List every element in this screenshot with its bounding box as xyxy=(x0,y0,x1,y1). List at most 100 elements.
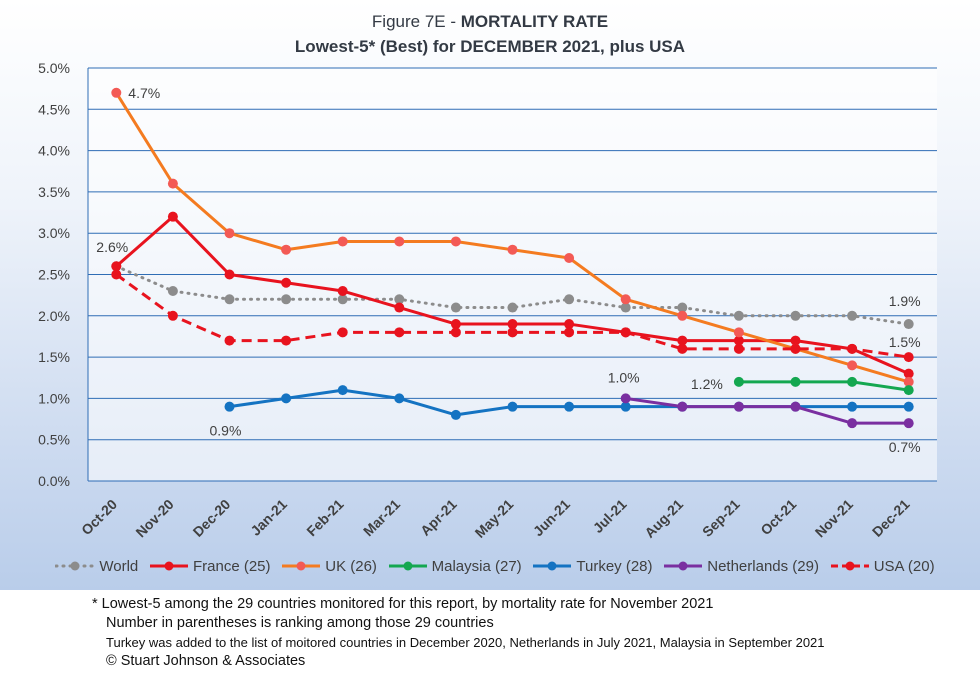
data-point-malaysia-27 xyxy=(790,376,801,387)
y-tick-label: 2.5% xyxy=(38,267,70,283)
chart-title-prefix: Figure 7E - xyxy=(371,12,461,31)
data-point-turkey-28 xyxy=(620,401,631,412)
data-point-turkey-28 xyxy=(224,401,235,412)
data-point-world xyxy=(564,294,575,305)
data-point-france-25 xyxy=(337,286,348,297)
data-point-world xyxy=(224,294,235,305)
data-point-world xyxy=(394,294,405,305)
y-tick-label: 3.0% xyxy=(38,225,70,241)
data-point-usa-20 xyxy=(903,352,914,363)
legend-item-netherlands-29: Netherlands (29) xyxy=(663,558,819,575)
data-point-world xyxy=(733,310,744,321)
data-point-uk-26 xyxy=(337,236,348,247)
y-tick-label: 1.0% xyxy=(38,390,70,406)
data-point-world xyxy=(790,310,801,321)
x-tick-label: Nov-21 xyxy=(812,496,856,540)
legend-swatch xyxy=(388,561,427,571)
x-tick-label: Nov-20 xyxy=(132,496,176,540)
data-point-turkey-28 xyxy=(507,401,518,412)
data-point-france-25 xyxy=(111,261,122,272)
x-tick-label: Jan-21 xyxy=(247,496,290,539)
data-label: 0.9% xyxy=(210,423,242,439)
legend-label: Malaysia (27) xyxy=(431,557,522,575)
y-tick-label: 4.0% xyxy=(38,143,70,159)
data-point-france-25 xyxy=(790,335,801,346)
data-point-france-25 xyxy=(903,368,914,379)
y-tick-label: 0.0% xyxy=(38,473,70,489)
legend-label: Turkey (28) xyxy=(576,557,653,575)
x-tick-label: Sep-21 xyxy=(699,496,743,540)
data-label: 0.7% xyxy=(889,439,921,455)
x-tick-label: Mar-21 xyxy=(360,496,403,539)
data-point-malaysia-27 xyxy=(903,385,914,396)
legend-item-usa-20: USA (20) xyxy=(830,558,935,575)
data-point-netherlands-29 xyxy=(620,393,631,404)
data-point-uk-26 xyxy=(507,244,518,255)
legend-item-turkey-28: Turkey (28) xyxy=(532,557,653,575)
data-point-usa-20 xyxy=(733,343,744,354)
data-point-world xyxy=(847,310,858,321)
data-point-france-25 xyxy=(507,319,518,330)
data-point-france-25 xyxy=(564,319,575,330)
data-point-usa-20 xyxy=(394,327,405,338)
data-point-world xyxy=(677,302,688,313)
data-point-netherlands-29 xyxy=(847,418,858,429)
data-point-uk-26 xyxy=(733,327,744,338)
data-point-turkey-28 xyxy=(450,409,461,420)
copyright: © Stuart Johnson & Associates xyxy=(106,653,306,669)
data-point-world xyxy=(450,302,461,313)
data-point-france-25 xyxy=(167,211,178,222)
data-point-turkey-28 xyxy=(903,401,914,412)
series-line-netherlands-29 xyxy=(625,396,909,425)
legend-label: France (25) xyxy=(192,557,271,575)
data-point-world xyxy=(903,319,914,330)
data-point-uk-26 xyxy=(167,178,178,189)
legend-swatch xyxy=(533,561,572,571)
data-point-france-25 xyxy=(224,269,235,280)
data-point-france-25 xyxy=(677,335,688,346)
legend-label: UK (26) xyxy=(325,557,377,575)
chart-title-bold: MORTALITY RATE xyxy=(460,12,609,31)
legend-item-uk-26: UK (26) xyxy=(281,558,377,575)
data-point-france-25 xyxy=(394,302,405,313)
data-point-usa-20 xyxy=(620,327,631,338)
y-tick-label: 2.0% xyxy=(38,308,70,324)
footnotes: * Lowest-5 among the 29 countries monito… xyxy=(92,595,962,671)
legend-swatch xyxy=(149,561,188,571)
series-line-usa-20 xyxy=(115,273,909,359)
data-point-netherlands-29 xyxy=(733,401,744,412)
data-point-world xyxy=(167,286,178,297)
data-point-usa-20 xyxy=(111,269,122,280)
data-point-usa-20 xyxy=(167,310,178,321)
legend-label: Netherlands (29) xyxy=(707,557,819,575)
data-point-netherlands-29 xyxy=(903,418,914,429)
x-tick-label: Oct-21 xyxy=(757,496,799,538)
x-tick-label: Jul-21 xyxy=(590,496,630,536)
data-point-usa-20 xyxy=(564,327,575,338)
data-point-world xyxy=(620,302,631,313)
footnote-3: Turkey was added to the list of moitored… xyxy=(106,635,825,650)
y-tick-label: 1.5% xyxy=(38,349,70,365)
x-tick-label: May-21 xyxy=(471,496,516,541)
x-tick-label: Feb-21 xyxy=(303,496,346,539)
data-label: 1.9% xyxy=(889,293,921,309)
data-point-uk-26 xyxy=(564,252,575,263)
data-point-uk-26 xyxy=(394,236,405,247)
data-point-world xyxy=(337,294,348,305)
data-point-uk-26 xyxy=(677,310,688,321)
data-point-usa-20 xyxy=(677,343,688,354)
data-label: 1.2% xyxy=(691,376,723,392)
data-label: 1.5% xyxy=(889,334,921,350)
legend-label: World xyxy=(99,557,139,575)
data-point-france-25 xyxy=(733,335,744,346)
x-tick-label: Dec-21 xyxy=(869,496,913,540)
x-tick-label: Dec-20 xyxy=(190,496,234,540)
data-label: 4.7% xyxy=(128,85,160,101)
data-point-usa-20 xyxy=(281,335,292,346)
x-tick-label: Oct-20 xyxy=(78,496,120,538)
x-tick-label: Aug-21 xyxy=(641,496,686,541)
data-point-uk-26 xyxy=(903,376,914,387)
data-point-uk-26 xyxy=(847,360,858,371)
legend-swatch xyxy=(830,561,869,571)
legend-item-france-25: France (25) xyxy=(149,558,271,575)
